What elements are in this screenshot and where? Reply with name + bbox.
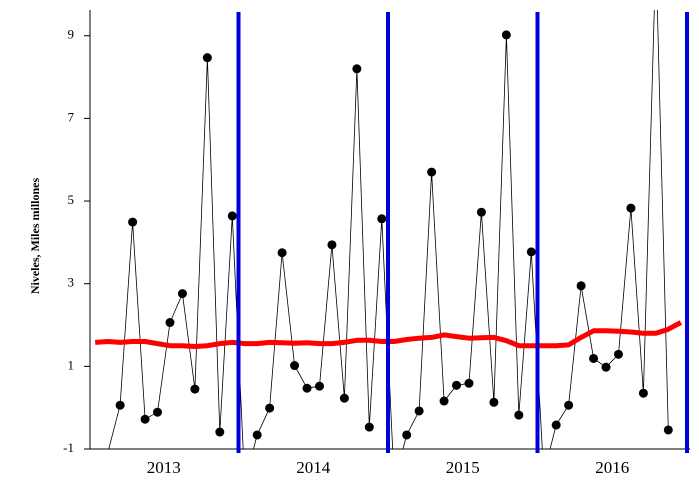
data-point bbox=[501, 30, 511, 40]
data-point bbox=[377, 214, 387, 224]
data-point bbox=[115, 400, 125, 410]
data-point bbox=[601, 362, 611, 372]
data-point bbox=[390, 478, 399, 483]
data-point bbox=[302, 383, 312, 393]
data-point bbox=[364, 422, 374, 432]
y-axis-label: Niveles, Miles millones bbox=[28, 178, 42, 295]
data-point bbox=[290, 361, 300, 371]
y-tick-label: 3 bbox=[68, 275, 75, 290]
data-point bbox=[190, 384, 200, 394]
data-point bbox=[202, 53, 212, 63]
data-point bbox=[140, 414, 150, 424]
data-point bbox=[252, 430, 262, 440]
data-point bbox=[452, 380, 462, 390]
plot-area bbox=[95, 10, 682, 483]
data-point bbox=[539, 469, 548, 478]
data-point bbox=[327, 240, 337, 250]
data-point bbox=[564, 400, 574, 410]
data-point bbox=[489, 397, 499, 407]
data-point bbox=[439, 396, 449, 406]
data-point bbox=[626, 203, 636, 213]
x-tick-label: 2013 bbox=[147, 458, 181, 477]
data-point bbox=[464, 378, 474, 388]
data-point bbox=[551, 420, 561, 430]
y-tick-label: 1 bbox=[68, 357, 75, 372]
y-tick-label: 9 bbox=[68, 27, 75, 42]
data-point bbox=[427, 167, 437, 177]
data-point bbox=[177, 289, 187, 299]
data-point bbox=[352, 64, 362, 74]
data-point bbox=[128, 217, 138, 227]
data-point bbox=[105, 448, 110, 449]
data-point bbox=[265, 403, 275, 413]
data-point bbox=[576, 281, 586, 291]
data-point bbox=[589, 353, 599, 363]
data-point bbox=[165, 318, 175, 328]
x-tick-label: 2014 bbox=[296, 458, 331, 477]
data-point bbox=[314, 381, 324, 391]
data-point bbox=[613, 349, 623, 359]
data-point bbox=[402, 430, 412, 440]
y-tick-label: -1 bbox=[63, 440, 74, 455]
y-tick-label: 7 bbox=[68, 109, 75, 124]
data-point bbox=[638, 388, 648, 398]
y-tick-label: 5 bbox=[68, 192, 75, 207]
data-point bbox=[227, 211, 237, 221]
data-point bbox=[526, 247, 536, 257]
data-point bbox=[277, 248, 287, 258]
data-point bbox=[514, 410, 524, 420]
x-tick-label: 2015 bbox=[446, 458, 480, 477]
data-point bbox=[339, 393, 349, 403]
data-point bbox=[414, 406, 424, 416]
data-point bbox=[476, 207, 486, 217]
data-point bbox=[215, 427, 225, 437]
data-point bbox=[240, 478, 249, 483]
data-point bbox=[663, 425, 673, 435]
x-tick-label: 2016 bbox=[595, 458, 629, 477]
data-point bbox=[153, 407, 163, 417]
